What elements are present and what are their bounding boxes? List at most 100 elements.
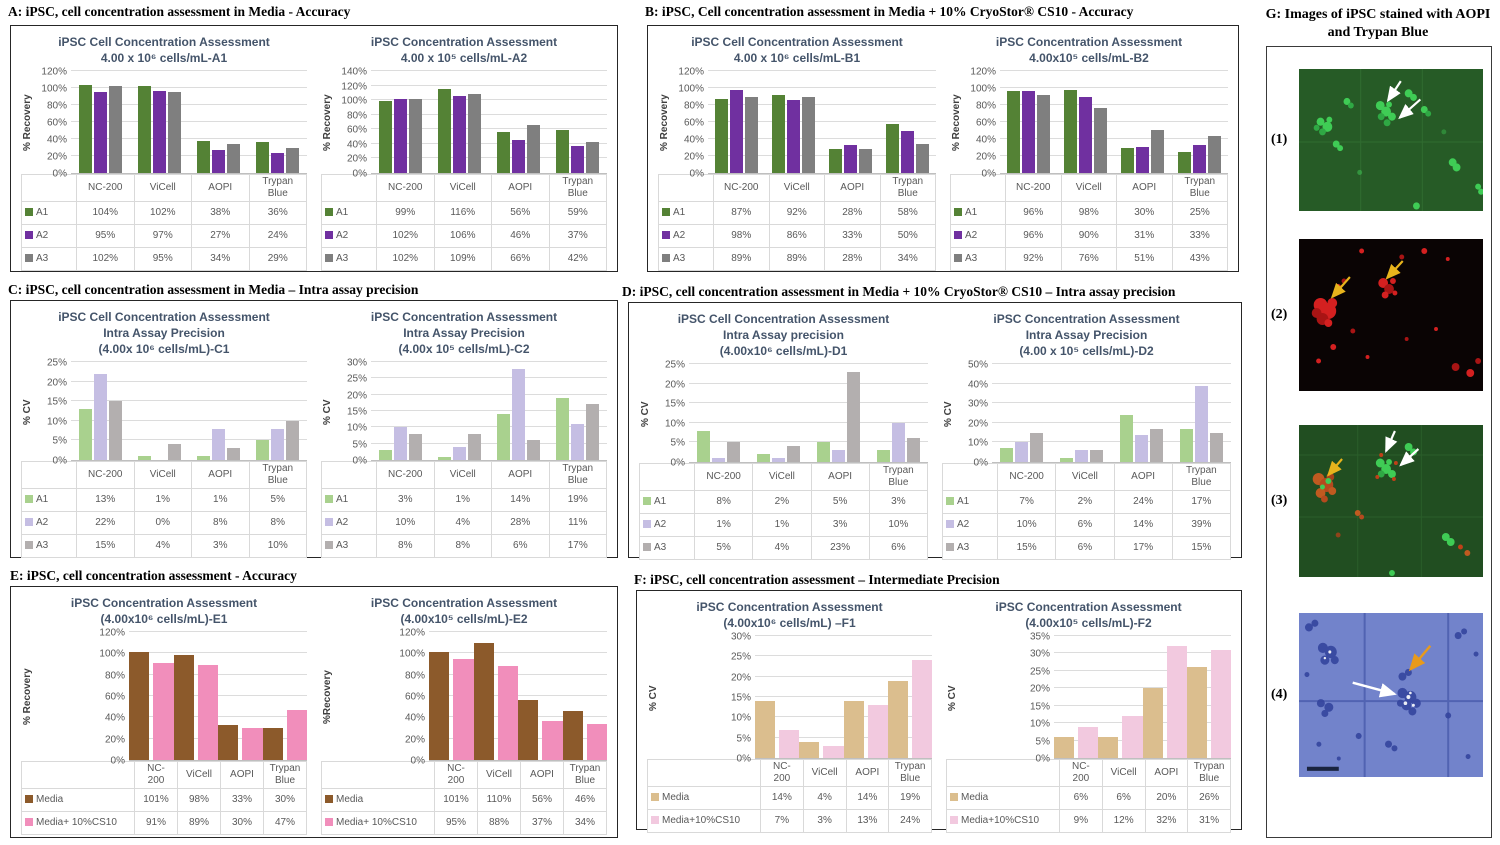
y-tick-label: 80% (46, 100, 67, 112)
chart-title-E1: iPSC Concentration Assessment (4.00x10⁶ c… (21, 595, 307, 627)
bar-E2-media10cs10-1 (497, 666, 518, 760)
bar-group-trypanblue (548, 71, 607, 173)
value-cell: 50% (879, 224, 936, 248)
bar-B2-a3-2 (1151, 129, 1164, 173)
data-table-header-row: NC- 200 ViCell AOPI Trypan Blue (647, 759, 932, 787)
bar-group-trypanblue (887, 636, 932, 758)
data-table-header-row: NC-200 ViCell AOPI Trypan Blue (21, 174, 307, 202)
y-axis-ticks: 0% 20% 40% 60% 80% 100% 120% (671, 67, 708, 180)
bar-C2-a3-3 (586, 404, 599, 460)
value-cell: 17% (1171, 490, 1232, 514)
value-cell: 9% (1059, 809, 1103, 833)
legend-swatch (954, 231, 962, 239)
gridline (371, 410, 607, 411)
bar-group-aopi (189, 362, 248, 460)
chart-title-line: 4.00 x 10⁶ cells/mL-A1 (100, 51, 228, 65)
bar-C2-a1-3 (556, 397, 569, 460)
bar-groups (129, 632, 307, 760)
chart-title-line: iPSC Concentration Assessment (370, 596, 558, 610)
y-tick-label: 0% (736, 753, 751, 765)
y-tick-label: 10% (46, 416, 67, 428)
bar-B1-a1-3 (886, 123, 899, 173)
bar-A1-a2-1 (153, 90, 166, 173)
value-cell: 87% (713, 201, 770, 225)
legend-cell-a3: A3 (658, 247, 714, 271)
value-cell: 110% (477, 788, 521, 812)
bar-B2-a1-3 (1178, 151, 1191, 173)
value-cell: 25% (1171, 201, 1228, 225)
value-cell: 116% (433, 201, 492, 225)
legend-swatch (954, 254, 962, 262)
y-tick-label: 40% (46, 134, 67, 146)
value-cell: 76% (1060, 247, 1117, 271)
y-axis-label: % CV (648, 685, 659, 711)
data-table-row: A2 10% 4% 28% 11% (321, 511, 607, 535)
legend-swatch (325, 518, 333, 526)
bar-A1-a1-3 (256, 142, 269, 173)
value-cell: 6% (1059, 786, 1103, 810)
y-tick-label: 40% (104, 712, 125, 724)
bar-A2-a2-2 (512, 139, 525, 173)
y-tick-label: 0% (410, 755, 425, 767)
gridline (1054, 687, 1231, 689)
bar-E1-media10cs10-2 (242, 728, 263, 760)
bar-D2-a3-0 (1030, 432, 1044, 462)
bar-group-vicell (1098, 636, 1143, 758)
bar-D2-a2-1 (1075, 450, 1089, 462)
y-tick-label: 120% (678, 66, 704, 78)
value-cell: 88% (477, 811, 521, 835)
panel-a-header: A: iPSC, cell concentration assessment i… (8, 4, 351, 19)
legend-cell-a1: A1 (942, 490, 998, 514)
data-table-row: A1 7% 2% 24% 17% (942, 490, 1232, 514)
value-cell: 5% (248, 488, 307, 512)
y-tick-label: 120% (399, 627, 425, 639)
data-table-E2: NC- 200 ViCell AOPI Trypan Blue Media 101% 110… (321, 761, 607, 835)
bar-group-trypanblue (262, 632, 307, 760)
legend-swatch (25, 208, 33, 216)
gridline (371, 393, 607, 395)
column-header-trypanblue: Trypan Blue (248, 461, 307, 489)
bar-group-vicell (765, 71, 822, 173)
value-cell: 102% (133, 201, 192, 225)
column-header-vicell: ViCell (768, 174, 825, 202)
value-cell: 58% (879, 201, 936, 225)
chart-title-line: iPSC Concentration Assessment (995, 600, 1182, 614)
chart-body-E1: % Recovery 0% 20% 40% 60% 80% 100% 120% (21, 628, 307, 767)
gridline (429, 673, 607, 675)
chart-body-D1: % CV 0% 5% 10% 15% 20% 25% (639, 360, 928, 469)
micrograph-row-2: (2) (1271, 239, 1483, 391)
y-axis-label: % CV (947, 685, 958, 711)
bar-F1-media-3 (887, 680, 908, 758)
value-cell: 90% (1060, 224, 1117, 248)
gridline (371, 426, 607, 428)
value-cell: 3% (376, 488, 435, 512)
panel-c-header: C: iPSC, cell concentration assessment i… (8, 282, 419, 297)
bar-D1-a2-1 (772, 458, 786, 462)
data-table-row: Media 101% 98% 33% 30% (21, 788, 307, 812)
column-header-trypanblue: Trypan Blue (868, 463, 929, 491)
y-tick-label: 20% (346, 153, 367, 165)
legend-cell-a3: A3 (21, 534, 77, 558)
value-cell: 7% (996, 490, 1057, 514)
value-cell: 33% (824, 224, 881, 248)
y-tick-label: 80% (975, 100, 996, 112)
value-cell: 38% (191, 201, 250, 225)
gridline (992, 421, 1231, 423)
chart-F2: iPSC Concentration Assessment (4.00x10⁵ c… (946, 597, 1231, 833)
y-tick-label: 15% (46, 396, 67, 408)
chart-title-line: iPSC Concentration Assessment (370, 310, 558, 324)
gridline (129, 716, 307, 718)
bar-C1-a2-2 (212, 428, 225, 460)
legend-cell-a2: A2 (950, 224, 1006, 248)
bar-D1-a3-3 (906, 438, 920, 462)
y-tick-label: 120% (970, 66, 996, 78)
y-tick-label: 60% (346, 124, 367, 136)
gridline (71, 361, 307, 362)
data-table-row: A3 92% 76% 51% 43% (950, 247, 1228, 271)
value-cell: 30% (1116, 201, 1173, 225)
chart-body-B1: % Recovery 0% 20% 40% 60% 80% 100% 120% (658, 67, 936, 180)
value-cell: 8% (248, 511, 307, 535)
bar-group-trypanblue (562, 632, 607, 760)
y-tick-label: 30% (1029, 648, 1050, 660)
